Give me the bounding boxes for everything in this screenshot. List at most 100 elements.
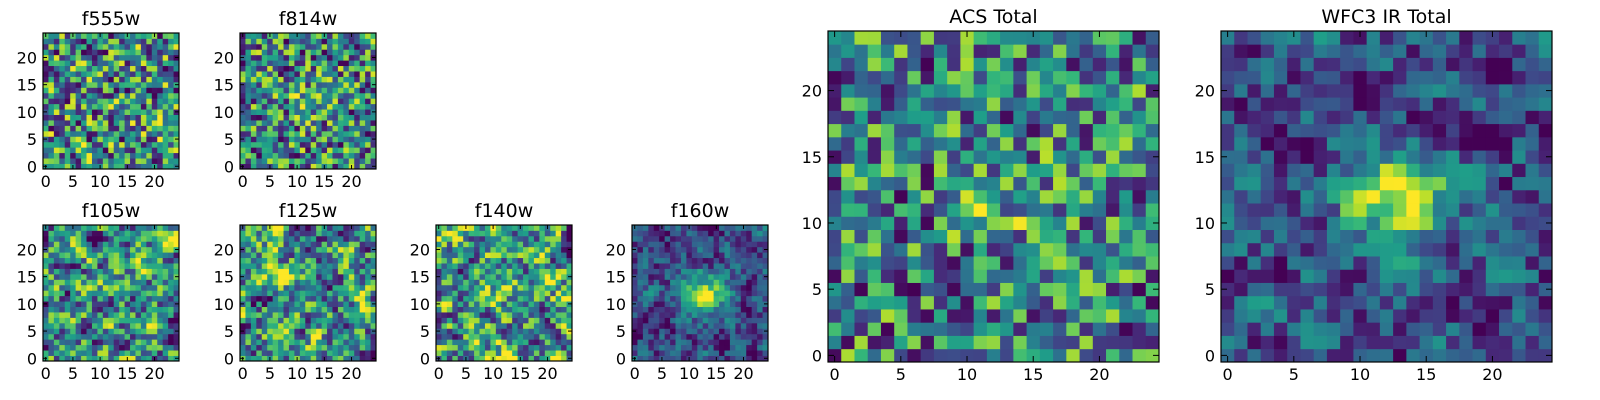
heatmap-cell	[484, 284, 491, 291]
heatmap-cell	[75, 152, 82, 159]
heatmap-cell	[1485, 309, 1500, 323]
heatmap-cell	[474, 322, 480, 329]
heatmap-cell	[113, 230, 120, 237]
heatmap-cell	[702, 301, 709, 307]
heatmap-cell	[157, 81, 164, 88]
heatmap-cell	[1066, 70, 1080, 85]
heatmap-cell	[283, 33, 290, 39]
heatmap-cell	[91, 350, 98, 356]
heatmap-cell	[746, 273, 753, 280]
heatmap-cell	[1313, 322, 1328, 336]
heatmap-cell	[495, 268, 502, 275]
heatmap-cell	[299, 76, 306, 83]
heatmap-cell	[348, 333, 355, 340]
heatmap-cell	[81, 103, 87, 110]
heatmap-cell	[1234, 163, 1248, 178]
heatmap-cell	[539, 333, 546, 340]
heatmap-cell	[517, 284, 524, 291]
heatmap-cell	[757, 312, 763, 318]
heatmap-cell	[91, 76, 98, 83]
heatmap-cell	[1326, 176, 1341, 191]
heatmap-cell	[135, 33, 142, 39]
heatmap-cells	[436, 225, 573, 362]
heatmap-cell	[97, 81, 104, 88]
heatmap-cell	[947, 150, 961, 164]
heatmap-cell	[130, 38, 136, 45]
heatmap-cell	[1472, 335, 1487, 350]
heatmap-cell	[272, 81, 279, 88]
heatmap-cell	[70, 306, 77, 313]
heatmap-cell	[240, 141, 246, 148]
heatmap-cell	[256, 306, 263, 313]
heatmap-cell	[468, 263, 475, 269]
heatmap-cell	[261, 350, 268, 356]
heatmap-cell	[867, 295, 882, 310]
x-tick-label: 5	[896, 365, 906, 384]
y-tick-label: 10	[606, 295, 626, 314]
heatmap-cell	[854, 110, 869, 125]
heatmap-cell	[1353, 309, 1368, 323]
heatmap-cell	[70, 268, 77, 275]
heatmap-cell	[359, 125, 366, 132]
heatmap-cell	[880, 242, 895, 257]
heatmap-cell	[533, 328, 540, 335]
heatmap-cell	[659, 328, 666, 335]
heatmap-cell	[173, 158, 180, 164]
x-tick-label: 15	[314, 172, 334, 191]
heatmap-cell	[1406, 216, 1420, 230]
heatmap-cell	[708, 317, 714, 324]
heatmap-cell	[48, 81, 55, 88]
heatmap-cell	[973, 150, 988, 164]
heatmap-cell	[986, 110, 1001, 125]
heatmap-cell	[702, 257, 709, 264]
heatmap-cell	[299, 225, 306, 231]
heatmap-cell	[245, 279, 252, 286]
heatmap-cell	[310, 333, 317, 340]
heatmap-cell	[697, 317, 704, 324]
heatmap-cell	[327, 81, 333, 88]
heatmap-cell	[168, 81, 174, 88]
heatmap-cell	[370, 43, 377, 50]
heatmap-cell	[1013, 57, 1027, 72]
heatmap-cell	[1066, 203, 1080, 217]
heatmap-cell	[140, 328, 147, 335]
heatmap-cell	[140, 290, 147, 297]
heatmap-cell	[321, 317, 328, 324]
heatmap-cell	[343, 81, 350, 88]
heatmap-cell	[907, 176, 922, 191]
y-tick-label: 5	[27, 130, 37, 149]
heatmap-cell	[637, 301, 644, 307]
heatmap-cell	[162, 49, 169, 56]
heatmap-cell	[113, 246, 120, 253]
heatmap-cell	[484, 279, 491, 286]
heatmap-cell	[664, 355, 671, 362]
heatmap-cell	[675, 235, 682, 242]
heatmap-cell	[245, 141, 252, 148]
heatmap-cell	[724, 252, 731, 259]
heatmap-cell	[637, 263, 644, 269]
heatmap-cell	[261, 306, 268, 313]
heatmap-cell	[1106, 269, 1120, 283]
heatmap-cell	[337, 103, 344, 110]
heatmap-cell	[495, 230, 502, 237]
heatmap-cell	[316, 279, 322, 286]
heatmap-cell	[1538, 269, 1553, 283]
heatmap-cell	[880, 309, 895, 323]
heatmap-cell	[91, 344, 98, 351]
heatmap-cell	[151, 246, 158, 253]
heatmap-cell	[91, 230, 98, 237]
heatmap-cell	[751, 301, 758, 307]
heatmap-cell	[343, 130, 350, 137]
heatmap-cell	[278, 339, 284, 346]
heatmap-cell	[1459, 282, 1473, 297]
heatmap-cell	[261, 109, 268, 115]
heatmap-cell	[751, 350, 758, 356]
heatmap-cell	[1393, 256, 1407, 270]
heatmap-cell	[157, 350, 164, 356]
heatmap-cell	[151, 54, 158, 61]
heatmap-cell	[1092, 123, 1107, 138]
heatmap-cell	[1260, 216, 1275, 230]
heatmap-cell	[64, 246, 71, 253]
heatmap-cell	[854, 229, 869, 244]
heatmap-cell	[162, 350, 169, 356]
